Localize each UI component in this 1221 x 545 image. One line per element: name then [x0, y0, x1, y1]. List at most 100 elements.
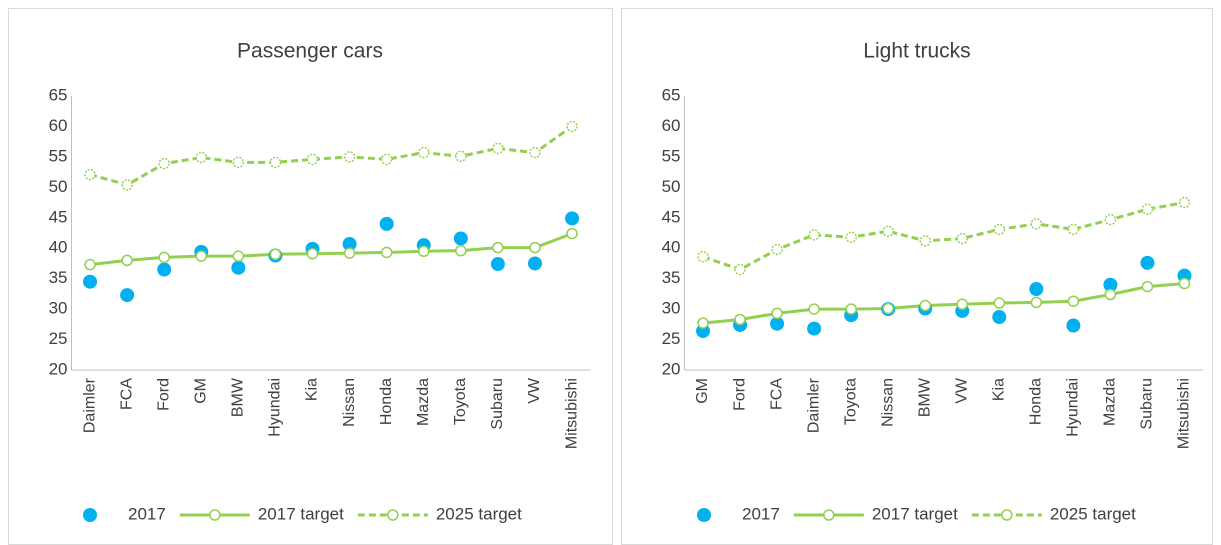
legend-label: 2025 target: [1050, 504, 1136, 523]
x-tick-label: GM: [192, 378, 209, 404]
line-marker: [232, 156, 245, 169]
y-tick-label: 20: [662, 359, 681, 378]
line-marker: [158, 157, 170, 170]
line-marker: [919, 235, 931, 247]
y-tick-label: 55: [662, 146, 681, 165]
y-tick-label: 30: [662, 299, 681, 318]
data-point: [770, 316, 785, 331]
line-marker: [529, 146, 541, 159]
line-marker: [84, 168, 96, 181]
line-marker: [808, 229, 820, 241]
x-tick-label: Hyundai: [267, 378, 284, 437]
y-tick-label: 65: [49, 85, 68, 104]
x-tick-label: Hyundai: [1065, 378, 1082, 437]
legend-marker: [697, 508, 711, 522]
y-tick-label: 45: [662, 207, 681, 226]
line-marker: [455, 150, 467, 163]
line-marker: [1030, 218, 1043, 230]
line-marker: [734, 263, 746, 276]
legend-marker: [823, 509, 835, 521]
x-tick-label: BMW: [916, 377, 933, 417]
line-marker: [84, 258, 96, 271]
line-marker: [343, 151, 356, 163]
line-marker: [697, 317, 709, 329]
line-marker: [417, 146, 430, 159]
line-marker: [492, 241, 504, 254]
data-point: [1029, 282, 1044, 297]
x-tick-label: Kia: [991, 378, 1008, 401]
series-line: [89, 125, 573, 187]
line-marker: [1178, 196, 1191, 209]
line-marker: [882, 302, 894, 315]
line-marker: [993, 223, 1006, 236]
line-marker: [343, 247, 356, 259]
x-tick-label: Daimler: [805, 377, 822, 433]
line-marker: [158, 251, 170, 264]
data-point: [342, 236, 357, 251]
line-marker: [306, 153, 319, 166]
y-tick-label: 35: [662, 268, 681, 287]
line-marker: [455, 244, 467, 257]
panel-border: [8, 8, 613, 545]
data-point: [157, 262, 172, 277]
y-tick-label: 60: [662, 116, 681, 135]
legend-marker: [209, 509, 221, 521]
line-marker: [380, 153, 393, 166]
panel-border: [621, 8, 1213, 545]
legend-marker: [1001, 509, 1013, 521]
x-tick-label: Honda: [378, 378, 395, 425]
data-point: [453, 231, 468, 246]
y-tick-label: 50: [662, 177, 681, 196]
line-marker: [121, 179, 133, 191]
data-point: [1103, 277, 1118, 292]
x-tick-label: Daimler: [81, 377, 98, 433]
y-tick-label: 25: [662, 329, 681, 348]
x-tick-label: VW: [953, 377, 970, 404]
chart-title: Passenger cars: [237, 40, 383, 63]
x-tick-label: Mitsubishi: [1176, 378, 1193, 449]
y-tick-label: 35: [49, 268, 68, 287]
data-point: [565, 211, 580, 226]
line-marker: [1104, 288, 1117, 301]
series-line: [702, 201, 1185, 272]
x-tick-label: VW: [526, 377, 543, 404]
line-marker: [1178, 277, 1191, 290]
line-marker: [1030, 296, 1043, 309]
line-marker: [993, 297, 1006, 309]
data-point: [527, 256, 542, 271]
line-marker: [808, 303, 820, 315]
line-marker: [882, 225, 894, 237]
x-tick-label: Mitsubishi: [563, 378, 580, 449]
line-marker: [734, 313, 746, 326]
y-tick-label: 45: [49, 207, 68, 226]
line-marker: [380, 246, 393, 259]
data-point: [490, 257, 505, 272]
x-tick-label: Kia: [304, 378, 321, 401]
x-tick-label: Ford: [155, 378, 172, 411]
line-marker: [1141, 203, 1154, 216]
y-tick-label: 40: [662, 238, 681, 257]
line-marker: [195, 250, 208, 262]
line-marker: [697, 250, 709, 263]
data-point: [1140, 255, 1155, 270]
line-marker: [306, 247, 319, 260]
data-point: [231, 260, 246, 275]
series-line: [89, 232, 573, 267]
line-marker: [1067, 295, 1080, 307]
line-marker: [566, 227, 578, 240]
line-marker: [771, 307, 783, 320]
data-point: [992, 310, 1007, 325]
chart-title: Light trucks: [863, 40, 970, 63]
legend-label: 2025 target: [436, 504, 522, 523]
line-marker: [845, 303, 857, 315]
x-tick-label: Subaru: [489, 378, 506, 430]
y-tick-label: 40: [49, 238, 68, 257]
y-tick-label: 55: [49, 146, 68, 165]
y-tick-label: 60: [49, 116, 68, 135]
data-point: [1066, 318, 1081, 333]
legend-label: 2017: [128, 504, 166, 523]
line-marker: [417, 245, 430, 258]
legend-marker: [387, 509, 399, 521]
